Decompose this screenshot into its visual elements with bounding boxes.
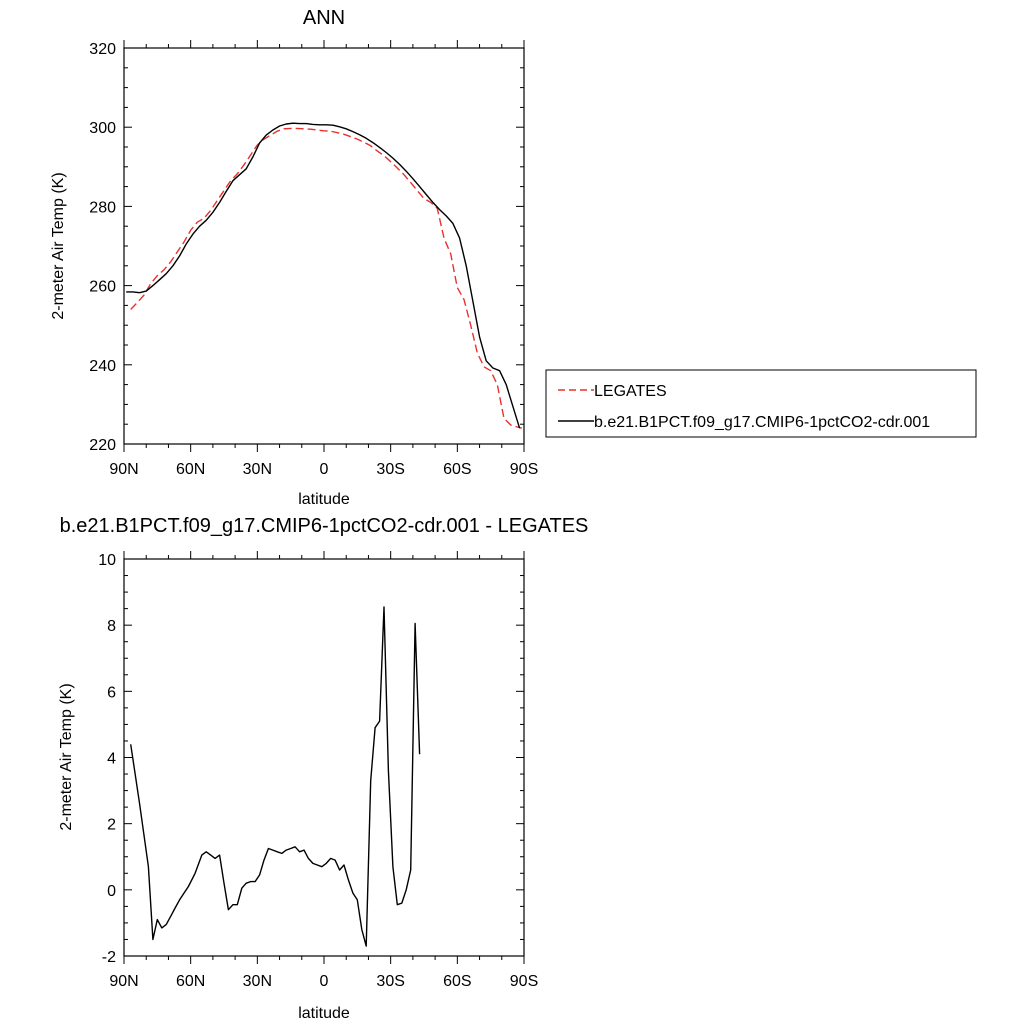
bottom-y-tick-label: 10 bbox=[98, 552, 116, 569]
bottom-y-tick-label: 8 bbox=[107, 618, 116, 635]
bottom-y-tick-label: 2 bbox=[107, 817, 116, 834]
top-x-tick-label: 30N bbox=[243, 461, 272, 478]
top-y-tick-label: 240 bbox=[89, 358, 116, 375]
legend-box bbox=[545, 369, 977, 438]
top-y-tick-label: 320 bbox=[89, 41, 116, 58]
top-x-tick-label: 30S bbox=[376, 461, 404, 478]
top-y-tick-label: 280 bbox=[89, 199, 116, 216]
bottom-y-tick-label: -2 bbox=[102, 949, 116, 966]
bottom-x-tick-label: 90N bbox=[109, 973, 138, 990]
bottom-chart-title: b.e21.B1PCT.f09_g17.CMIP6-1pctCO2-cdr.00… bbox=[60, 515, 589, 537]
top-plot-frame bbox=[123, 47, 525, 445]
legend: LEGATES b.e21.B1PCT.f09_g17.CMIP6-1pctCO… bbox=[545, 369, 977, 438]
top-x-tick-label: 90N bbox=[109, 461, 138, 478]
top-x-ticks: 90N 60N 30N 0 30S 60S 90S bbox=[109, 40, 538, 478]
bottom-series-line-0 bbox=[130, 606, 421, 947]
bottom-y-tick-label: 6 bbox=[107, 684, 116, 701]
top-series-line-1 bbox=[126, 122, 521, 429]
bottom-x-ticks: 90N 60N 30N 0 30S 60S 90S bbox=[109, 551, 538, 990]
bottom-panel: b.e21.B1PCT.f09_g17.CMIP6-1pctCO2-cdr.00… bbox=[58, 515, 588, 1022]
bottom-x-tick-label: 60S bbox=[443, 973, 471, 990]
top-chart-title: ANN bbox=[303, 7, 345, 29]
top-x-tick-label: 60S bbox=[443, 461, 471, 478]
top-x-tick-label: 90S bbox=[510, 461, 538, 478]
legend-label-model: b.e21.B1PCT.f09_g17.CMIP6-1pctCO2-cdr.00… bbox=[594, 414, 930, 431]
bottom-y-tick-label: 0 bbox=[107, 883, 116, 900]
bottom-x-tick-label: 90S bbox=[510, 973, 538, 990]
bottom-x-tick-label: 0 bbox=[320, 973, 329, 990]
top-y-tick-label: 300 bbox=[89, 120, 116, 137]
bottom-y-ticks: -2 0 2 4 6 8 10 bbox=[98, 552, 524, 966]
top-y-ticks: 220 240 260 280 300 320 bbox=[89, 41, 524, 454]
bottom-x-tick-label: 30N bbox=[243, 973, 272, 990]
bottom-x-tick-label: 60N bbox=[176, 973, 205, 990]
bottom-x-axis-label: latitude bbox=[298, 1005, 350, 1022]
top-y-tick-label: 260 bbox=[89, 279, 116, 296]
top-x-tick-label: 0 bbox=[320, 461, 329, 478]
top-x-tick-label: 60N bbox=[176, 461, 205, 478]
legend-label-legates: LEGATES bbox=[594, 383, 667, 400]
top-series-lines bbox=[126, 122, 522, 429]
bottom-x-tick-label: 30S bbox=[376, 973, 404, 990]
bottom-y-tick-label: 4 bbox=[107, 751, 116, 768]
bottom-y-axis-label: 2-meter Air Temp (K) bbox=[58, 683, 75, 830]
top-y-axis-label: 2-meter Air Temp (K) bbox=[50, 172, 67, 319]
bottom-plot-frame bbox=[123, 558, 525, 957]
top-x-axis-label: latitude bbox=[298, 491, 350, 508]
bottom-series-lines bbox=[130, 606, 421, 947]
top-y-tick-label: 220 bbox=[89, 437, 116, 454]
top-series-line-0 bbox=[130, 127, 522, 429]
